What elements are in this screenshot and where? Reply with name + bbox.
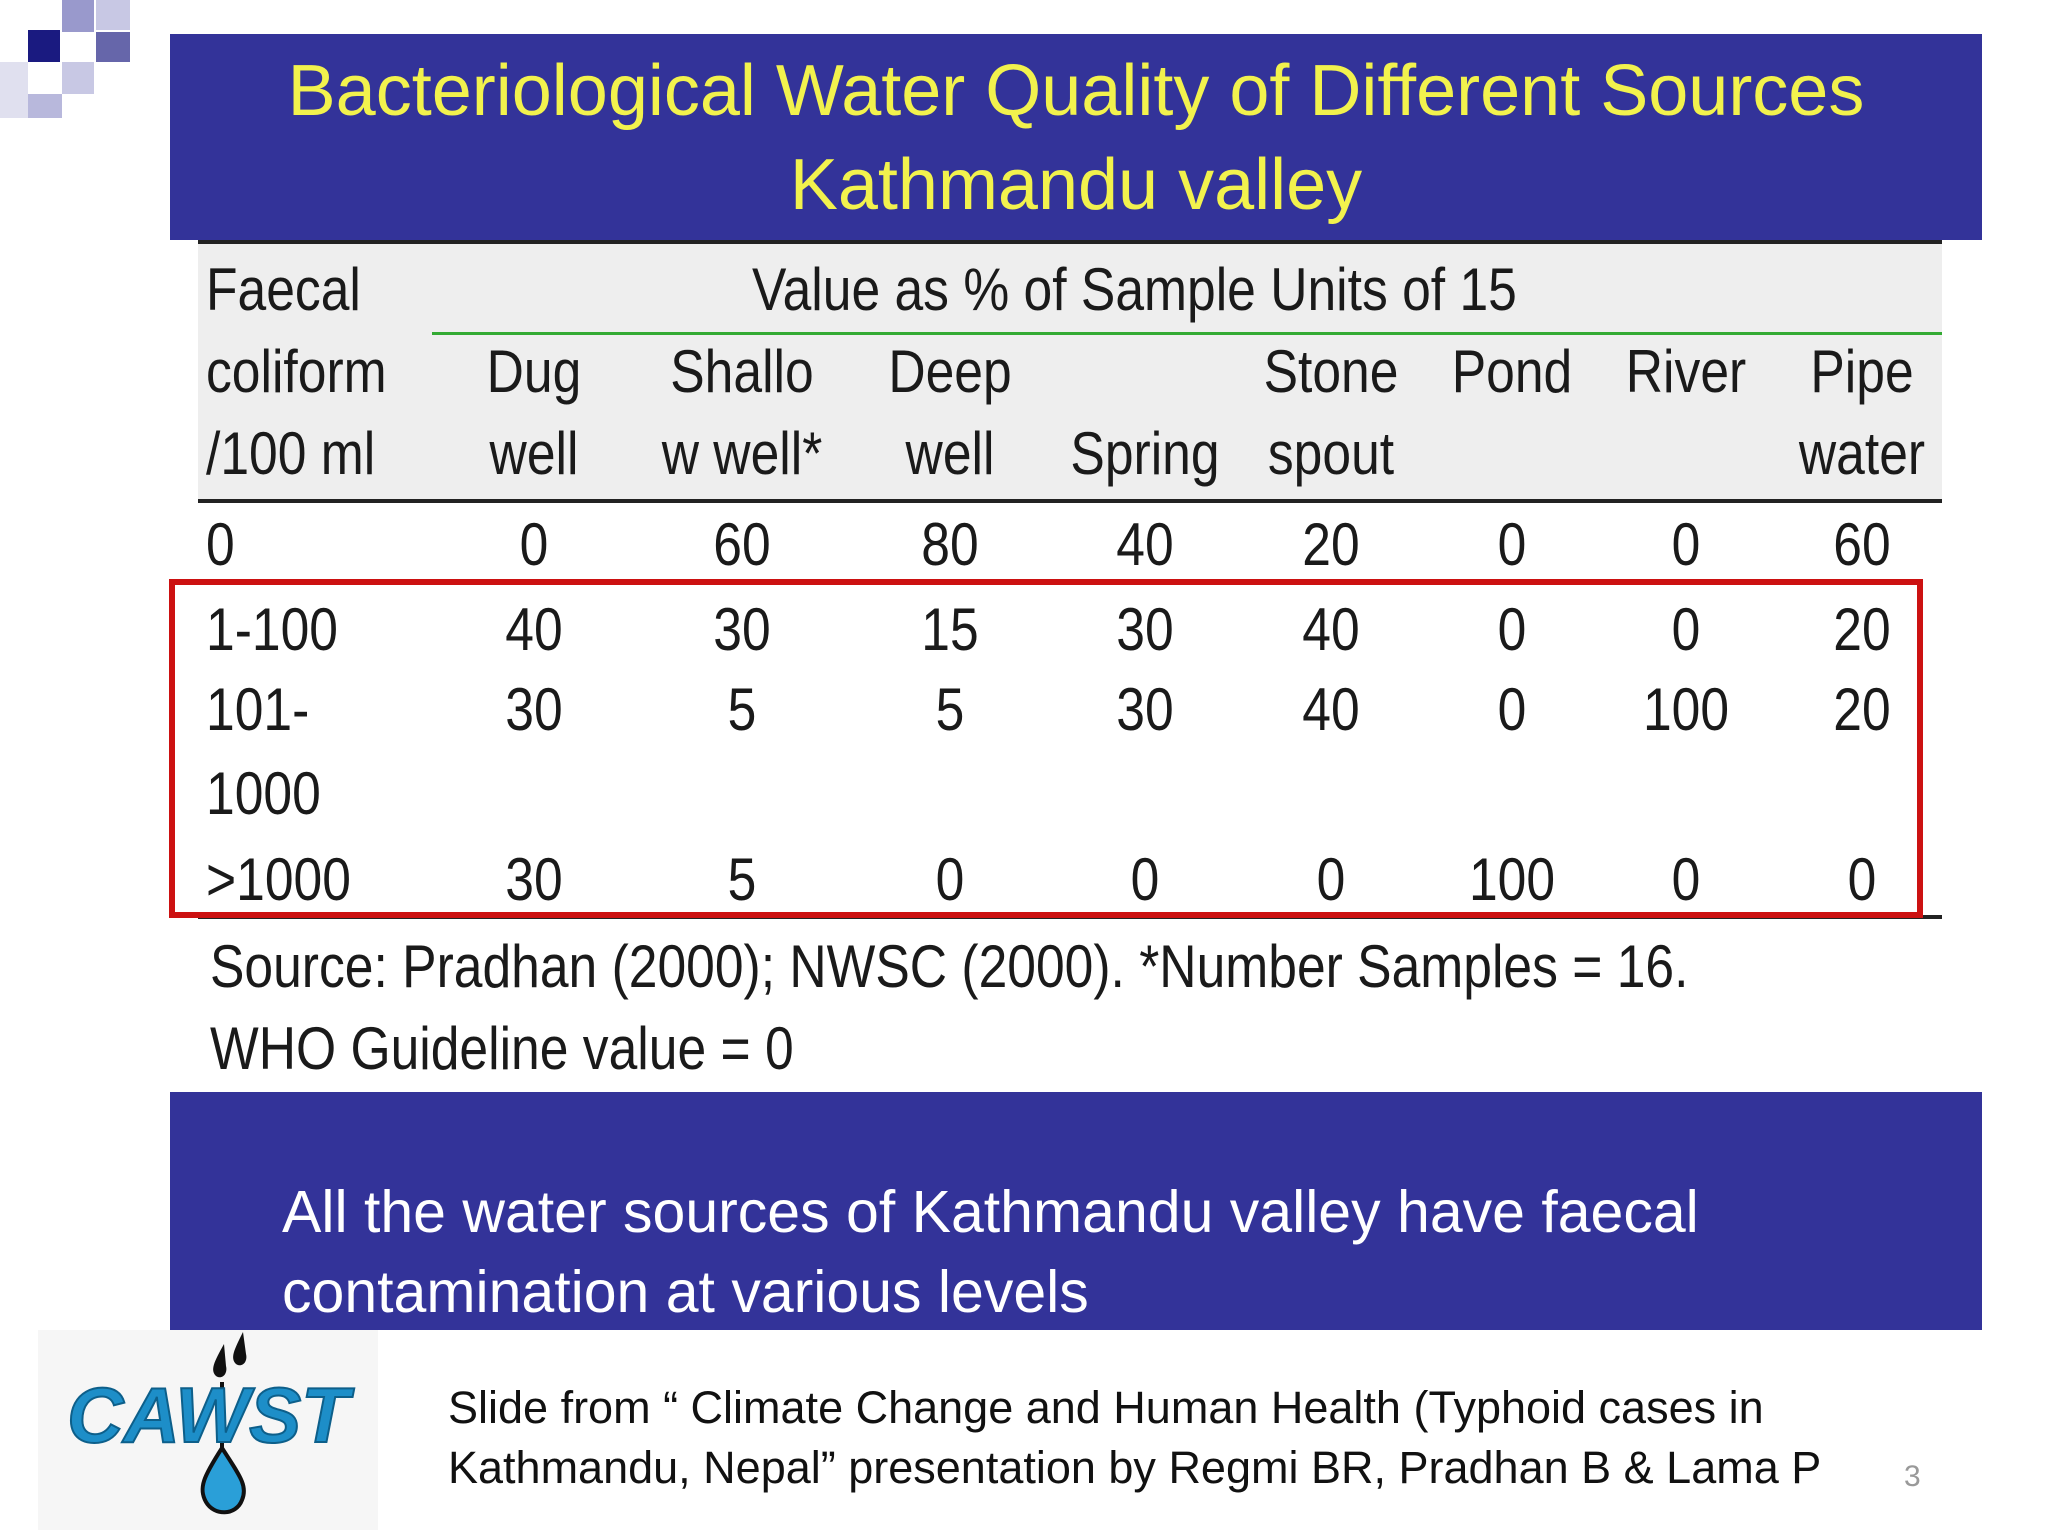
table-cell: 20: [1833, 676, 1891, 743]
table-cell: 30: [713, 596, 771, 663]
table-cell: 60: [1833, 511, 1891, 578]
row-header-line3: /100 ml: [206, 420, 376, 487]
corner-decoration: [0, 0, 160, 125]
table-cell: 30: [505, 846, 563, 913]
table-cell: 80: [921, 511, 979, 578]
slide-credit: Slide from “ Climate Change and Human He…: [448, 1378, 1821, 1498]
table-cell: 15: [921, 596, 979, 663]
table-cell: 0: [1671, 596, 1701, 663]
table-cell: 40: [1302, 596, 1360, 663]
row-label-2-line2: 1000: [206, 760, 321, 827]
column-header-7-line2: water: [1798, 420, 1926, 487]
table-cell: 0: [1671, 511, 1701, 578]
table-cell: 100: [1468, 846, 1556, 913]
water-quality-table: Faecal coliform /100 ml Value as % of Sa…: [198, 240, 1942, 1090]
column-header-2-line2: well: [905, 420, 995, 487]
table-cell: 0: [1497, 676, 1527, 743]
table-cell: 0: [1316, 846, 1346, 913]
table-cell: 30: [1116, 676, 1174, 743]
table-cell: 5: [727, 846, 757, 913]
column-header-5-line1: Pond: [1451, 338, 1573, 405]
row-label-2: 101-: [206, 676, 310, 743]
slide-title-line1: Bacteriological Water Quality of Differe…: [287, 51, 1865, 131]
table-cell: 30: [505, 676, 563, 743]
column-header-1-line1: Shallo: [670, 338, 814, 405]
water-drop-icon: [200, 1332, 247, 1515]
slide-title-line2: Kathmandu valley: [789, 145, 1363, 225]
row-label-3: >1000: [206, 846, 351, 913]
column-header-6-line1: River: [1625, 338, 1747, 405]
source-note: Source: Pradhan (2000); NWSC (2000). *Nu…: [210, 926, 1688, 1090]
conclusion-line2: contamination at various levels: [282, 1259, 1089, 1325]
row-header-line1: Faecal: [206, 256, 361, 323]
table-cell: 0: [935, 846, 965, 913]
logo-text: CAWST: [67, 1371, 355, 1459]
slide-number: 3: [1904, 1460, 1921, 1493]
column-header-0-line1: Dug: [486, 338, 582, 405]
table-cell: 40: [505, 596, 563, 663]
source-line1: Source: Pradhan (2000); NWSC (2000). *Nu…: [210, 933, 1689, 1000]
credit-line2: Kathmandu, Nepal” presentation by Regmi …: [448, 1442, 1822, 1493]
row-label-0: 0: [206, 511, 235, 578]
conclusion-line1: All the water sources of Kathmandu valle…: [282, 1179, 1699, 1245]
table-cell: 60: [713, 511, 771, 578]
table-cell: 0: [519, 511, 549, 578]
conclusion-banner: All the water sources of Kathmandu valle…: [170, 1092, 1982, 1330]
credit-line1: Slide from “ Climate Change and Human He…: [448, 1382, 1764, 1433]
table-top-rule: [198, 240, 1942, 244]
row-label-1: 1-100: [206, 596, 338, 663]
table-cell: 40: [1302, 676, 1360, 743]
table-cell: 5: [727, 676, 757, 743]
cawst-logo: CAWST: [38, 1330, 378, 1530]
header-bottom-rule: [198, 499, 1942, 503]
table-cell: 40: [1116, 511, 1174, 578]
group-header-rule: [432, 332, 1942, 335]
table-cell: 5: [935, 676, 965, 743]
column-header-0-line2: well: [489, 420, 579, 487]
table-cell: 0: [1671, 846, 1701, 913]
column-header-1-line2: w well*: [661, 420, 823, 487]
column-header-4-line2: spout: [1267, 420, 1395, 487]
column-header-7-line1: Pipe: [1810, 338, 1914, 405]
group-header: Value as % of Sample Units of 15: [752, 256, 1517, 323]
table-cell: 0: [1847, 846, 1877, 913]
source-line2: WHO Guideline value = 0: [210, 1015, 794, 1082]
table-cell: 20: [1302, 511, 1360, 578]
highlight-box: [169, 579, 1923, 918]
table-cell: 0: [1497, 596, 1527, 663]
table-cell: 30: [1116, 596, 1174, 663]
row-header-line2: coliform: [206, 338, 387, 405]
column-header-3-line2: Spring: [1070, 420, 1220, 487]
table-cell: 20: [1833, 596, 1891, 663]
column-header-4-line1: Stone: [1263, 338, 1399, 405]
column-header-2-line1: Deep: [888, 338, 1012, 405]
table-cell: 0: [1130, 846, 1160, 913]
table-header-background: [198, 244, 1942, 500]
table-cell: 100: [1642, 676, 1730, 743]
title-banner: Bacteriological Water Quality of Differe…: [170, 34, 1982, 240]
table-cell: 0: [1497, 511, 1527, 578]
